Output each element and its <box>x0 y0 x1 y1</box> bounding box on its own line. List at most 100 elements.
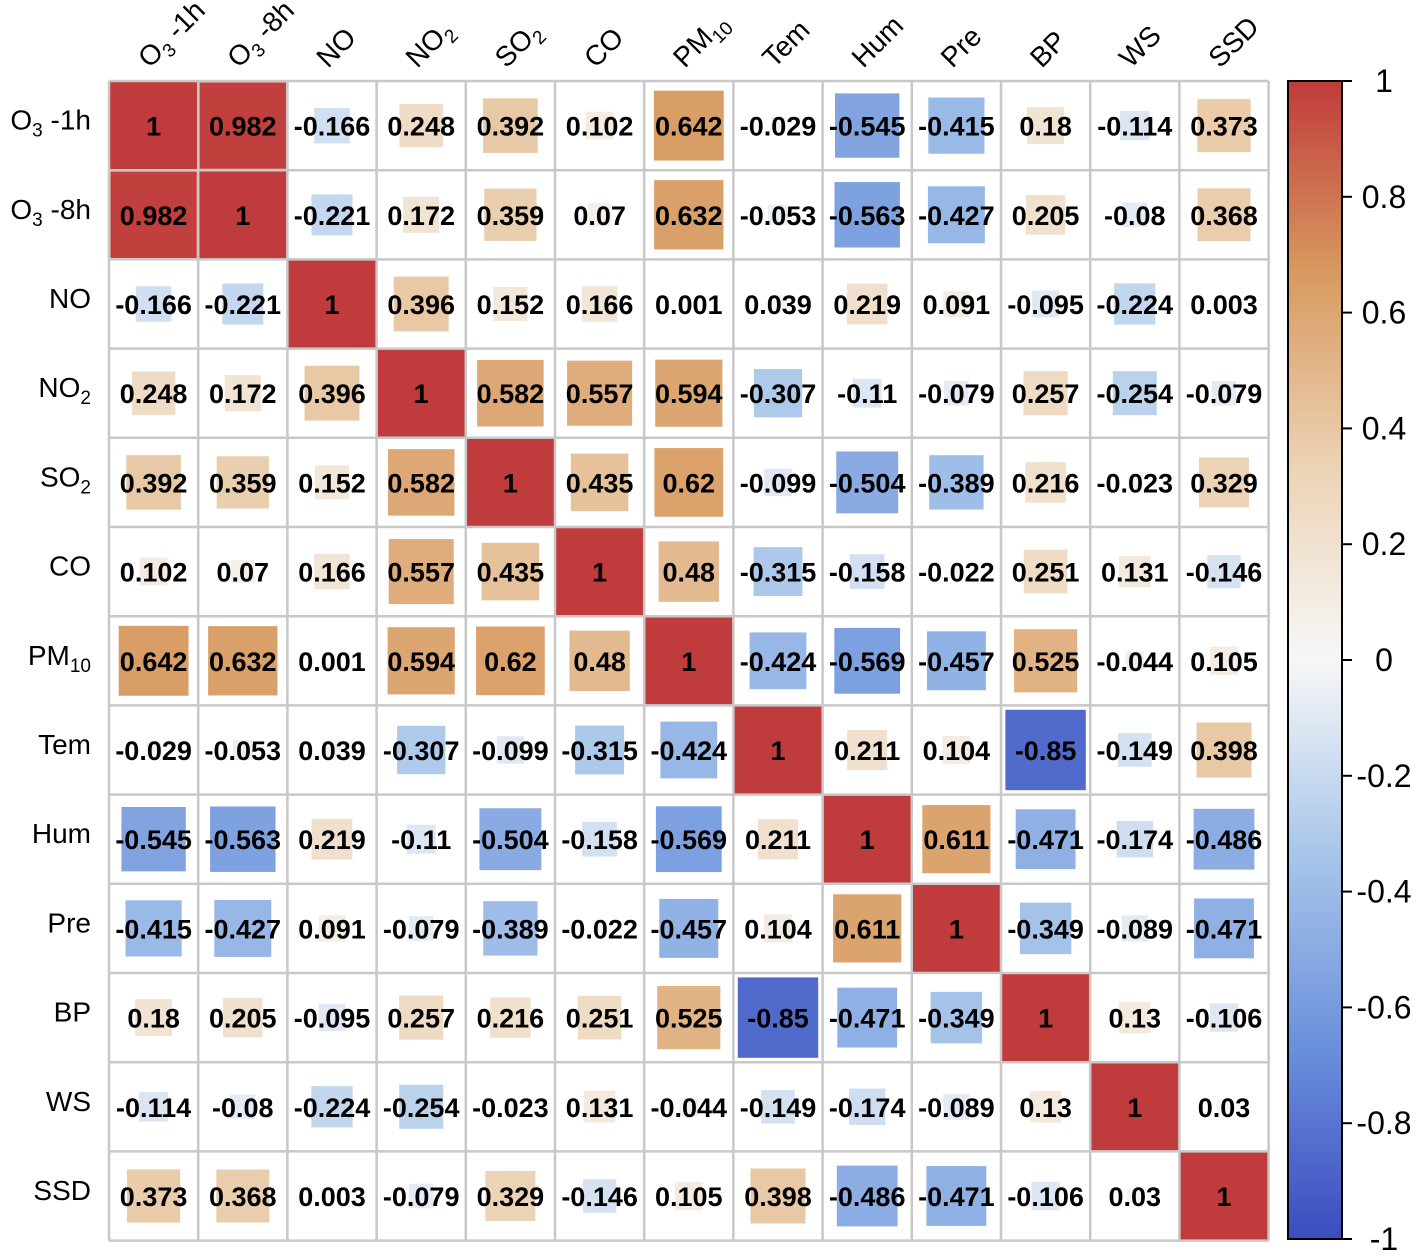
cell-value-10-1: 0.205 <box>209 1004 277 1034</box>
cell-value-7-5: -0.315 <box>561 736 638 766</box>
cell-value-8-6: -0.569 <box>651 825 728 855</box>
heatmap-cell-12-10 <box>1031 1181 1060 1211</box>
cell-value-6-0: 0.642 <box>120 647 188 677</box>
cell-value-11-6: -0.044 <box>651 1093 728 1123</box>
heatmap-cell-12-7 <box>750 1168 806 1224</box>
cell-value-4-5: 0.435 <box>566 468 634 498</box>
cell-value-10-12: -0.106 <box>1186 1004 1263 1034</box>
cell-value-7-9: 0.104 <box>923 736 991 766</box>
cell-value-12-7: 0.398 <box>744 1182 812 1212</box>
cell-value-3-9: -0.079 <box>918 379 995 409</box>
heatmap-cell-12-11 <box>1127 1188 1143 1204</box>
cell-value-12-12: 1 <box>1216 1182 1231 1212</box>
cell-value-9-12: -0.471 <box>1186 914 1263 944</box>
heatmap-cell-1-3 <box>403 196 440 233</box>
cell-value-11-5: 0.131 <box>566 1093 634 1123</box>
cell-value-4-8: -0.504 <box>829 468 906 498</box>
heatmap-cell-5-8 <box>849 554 885 589</box>
row-label-11: WS <box>46 1086 91 1117</box>
heatmap-cell-7-6 <box>660 721 718 779</box>
heatmap-cell-1-10 <box>1025 195 1066 235</box>
cell-value-3-6: 0.594 <box>655 379 723 409</box>
colorbar-tick-label-1: 0.8 <box>1362 179 1406 215</box>
cell-value-5-9: -0.022 <box>918 558 995 588</box>
cell-value-9-0: -0.415 <box>115 914 192 944</box>
cell-value-8-12: -0.486 <box>1186 825 1263 855</box>
heatmap-cell-11-11 <box>1091 1063 1179 1151</box>
heatmap-cell-6-4 <box>476 626 545 696</box>
heatmap-cell-12-8 <box>836 1165 898 1227</box>
cell-value-5-12: -0.146 <box>1186 558 1263 588</box>
heatmap-cell-9-5 <box>593 921 607 935</box>
heatmap-cell-4-8 <box>836 451 899 514</box>
cell-value-8-10: -0.471 <box>1007 825 1084 855</box>
heatmap-cell-10-2 <box>318 1004 346 1032</box>
heatmap-cell-5-0 <box>139 557 168 586</box>
row-label-6: PM10 <box>28 640 91 677</box>
heatmap-cell-0-2 <box>314 107 350 144</box>
heatmap-cell-4-1 <box>216 456 269 509</box>
cell-value-9-11: -0.089 <box>1097 914 1174 944</box>
heatmap-cell-3-10 <box>1023 371 1068 416</box>
heatmap-cell-3-0 <box>131 371 176 415</box>
heatmap-cell-11-4 <box>503 1100 518 1114</box>
cell-value-3-4: 0.582 <box>477 379 545 409</box>
cell-value-2-11: -0.224 <box>1097 290 1174 320</box>
heatmap-cell-4-4 <box>466 438 554 526</box>
heatmap-cell-10-4 <box>490 997 531 1038</box>
heatmap-cell-0-7 <box>770 118 786 134</box>
cell-value-0-6: 0.642 <box>655 112 723 142</box>
heatmap-cell-6-12 <box>1209 646 1239 675</box>
cell-value-2-5: 0.166 <box>566 290 634 320</box>
heatmap-cell-6-7 <box>749 632 807 690</box>
column-label-10: BP <box>1024 25 1072 73</box>
heatmap-cell-0-5 <box>585 111 614 140</box>
heatmap-cell-9-11 <box>1121 915 1148 942</box>
row-label-8: Hum <box>32 818 91 849</box>
heatmap-cell-6-11 <box>1125 651 1144 670</box>
colorbar: 1 0.8 0.6 0.4 0.2 0 -0.2 -0.4 -0.6 -0.8 -1 <box>1287 63 1412 1257</box>
cell-value-11-0: -0.114 <box>116 1093 191 1123</box>
cell-value-3-0: 0.248 <box>120 379 188 409</box>
heatmap-cell-10-11 <box>1119 1001 1151 1034</box>
cell-value-12-8: -0.486 <box>829 1182 906 1212</box>
heatmap-cell-2-1 <box>222 283 264 325</box>
cell-value-11-10: 0.13 <box>1019 1093 1072 1123</box>
heatmap-cell-12-1 <box>216 1169 270 1223</box>
heatmap-cell-6-9 <box>926 631 986 691</box>
cell-value-8-7: 0.211 <box>745 825 811 855</box>
column-label-11: WS <box>1113 19 1167 73</box>
cell-value-0-11: -0.114 <box>1097 112 1172 142</box>
column-label-7: Tem <box>756 14 815 73</box>
heatmap-cell-4-0 <box>126 455 181 510</box>
column-label-0: O3 -1h <box>132 0 215 77</box>
cell-value-11-4: -0.023 <box>472 1093 549 1123</box>
cell-value-0-2: -0.166 <box>294 112 371 142</box>
column-label-2: NO <box>310 22 362 74</box>
heatmap-cell-5-3 <box>388 539 454 605</box>
row-label-7: Tem <box>38 729 91 760</box>
cell-value-2-9: 0.091 <box>923 290 991 320</box>
cell-value-10-2: -0.095 <box>294 1004 371 1034</box>
heatmap-cell-9-10 <box>1019 902 1072 955</box>
heatmap-cell-7-7 <box>734 706 822 794</box>
colorbar-tick-label-8: -0.6 <box>1356 989 1411 1025</box>
heatmap-cell-9-6 <box>659 898 719 958</box>
cell-value-11-3: -0.254 <box>383 1093 460 1123</box>
heatmap-cell-2-2 <box>288 260 376 348</box>
cell-value-11-11: 1 <box>1127 1093 1142 1123</box>
heatmap-cell-0-3 <box>399 103 443 148</box>
cell-value-2-1: -0.221 <box>205 290 282 320</box>
cell-value-7-10: -0.85 <box>1015 736 1077 766</box>
cell-value-8-5: -0.158 <box>561 825 638 855</box>
cell-value-4-12: 0.329 <box>1190 468 1258 498</box>
heatmap-cell-10-9 <box>930 991 983 1044</box>
heatmap-cell-11-2 <box>311 1086 353 1128</box>
heatmap-cell-2-3 <box>393 276 449 332</box>
heatmap-cell-0-8 <box>835 93 900 158</box>
heatmap-cell-12-0 <box>126 1169 181 1223</box>
heatmap-cell-4-3 <box>387 449 455 516</box>
cell-value-2-8: 0.219 <box>833 290 901 320</box>
heatmap-cell-7-3 <box>397 725 446 775</box>
column-label-3: NO2 <box>400 14 463 77</box>
